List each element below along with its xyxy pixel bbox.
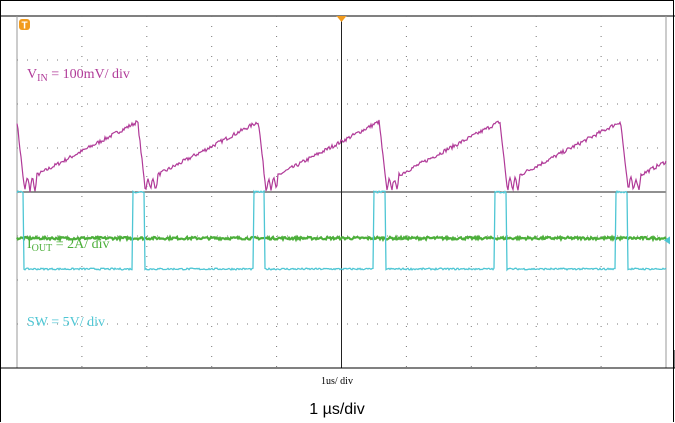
- vin-trace: [16, 119, 667, 193]
- trigger-level-badge: [19, 19, 30, 30]
- trigger-marker-label: T: [21, 21, 27, 32]
- sw-trace: [16, 189, 667, 272]
- iout-trace: [16, 234, 667, 243]
- x-axis-label: 1us/ div: [321, 376, 353, 387]
- trigger-position-marker: [336, 16, 347, 22]
- channel-label-sw: SW = 5V/ div: [27, 315, 105, 330]
- channel-label-iout: IOUT = 2A/ div: [27, 237, 110, 254]
- channel-offset-marker: [664, 236, 670, 245]
- channel-label-vin: VIN = 100mV/ div: [27, 67, 130, 84]
- figure-caption: 1 µs/div: [309, 401, 364, 418]
